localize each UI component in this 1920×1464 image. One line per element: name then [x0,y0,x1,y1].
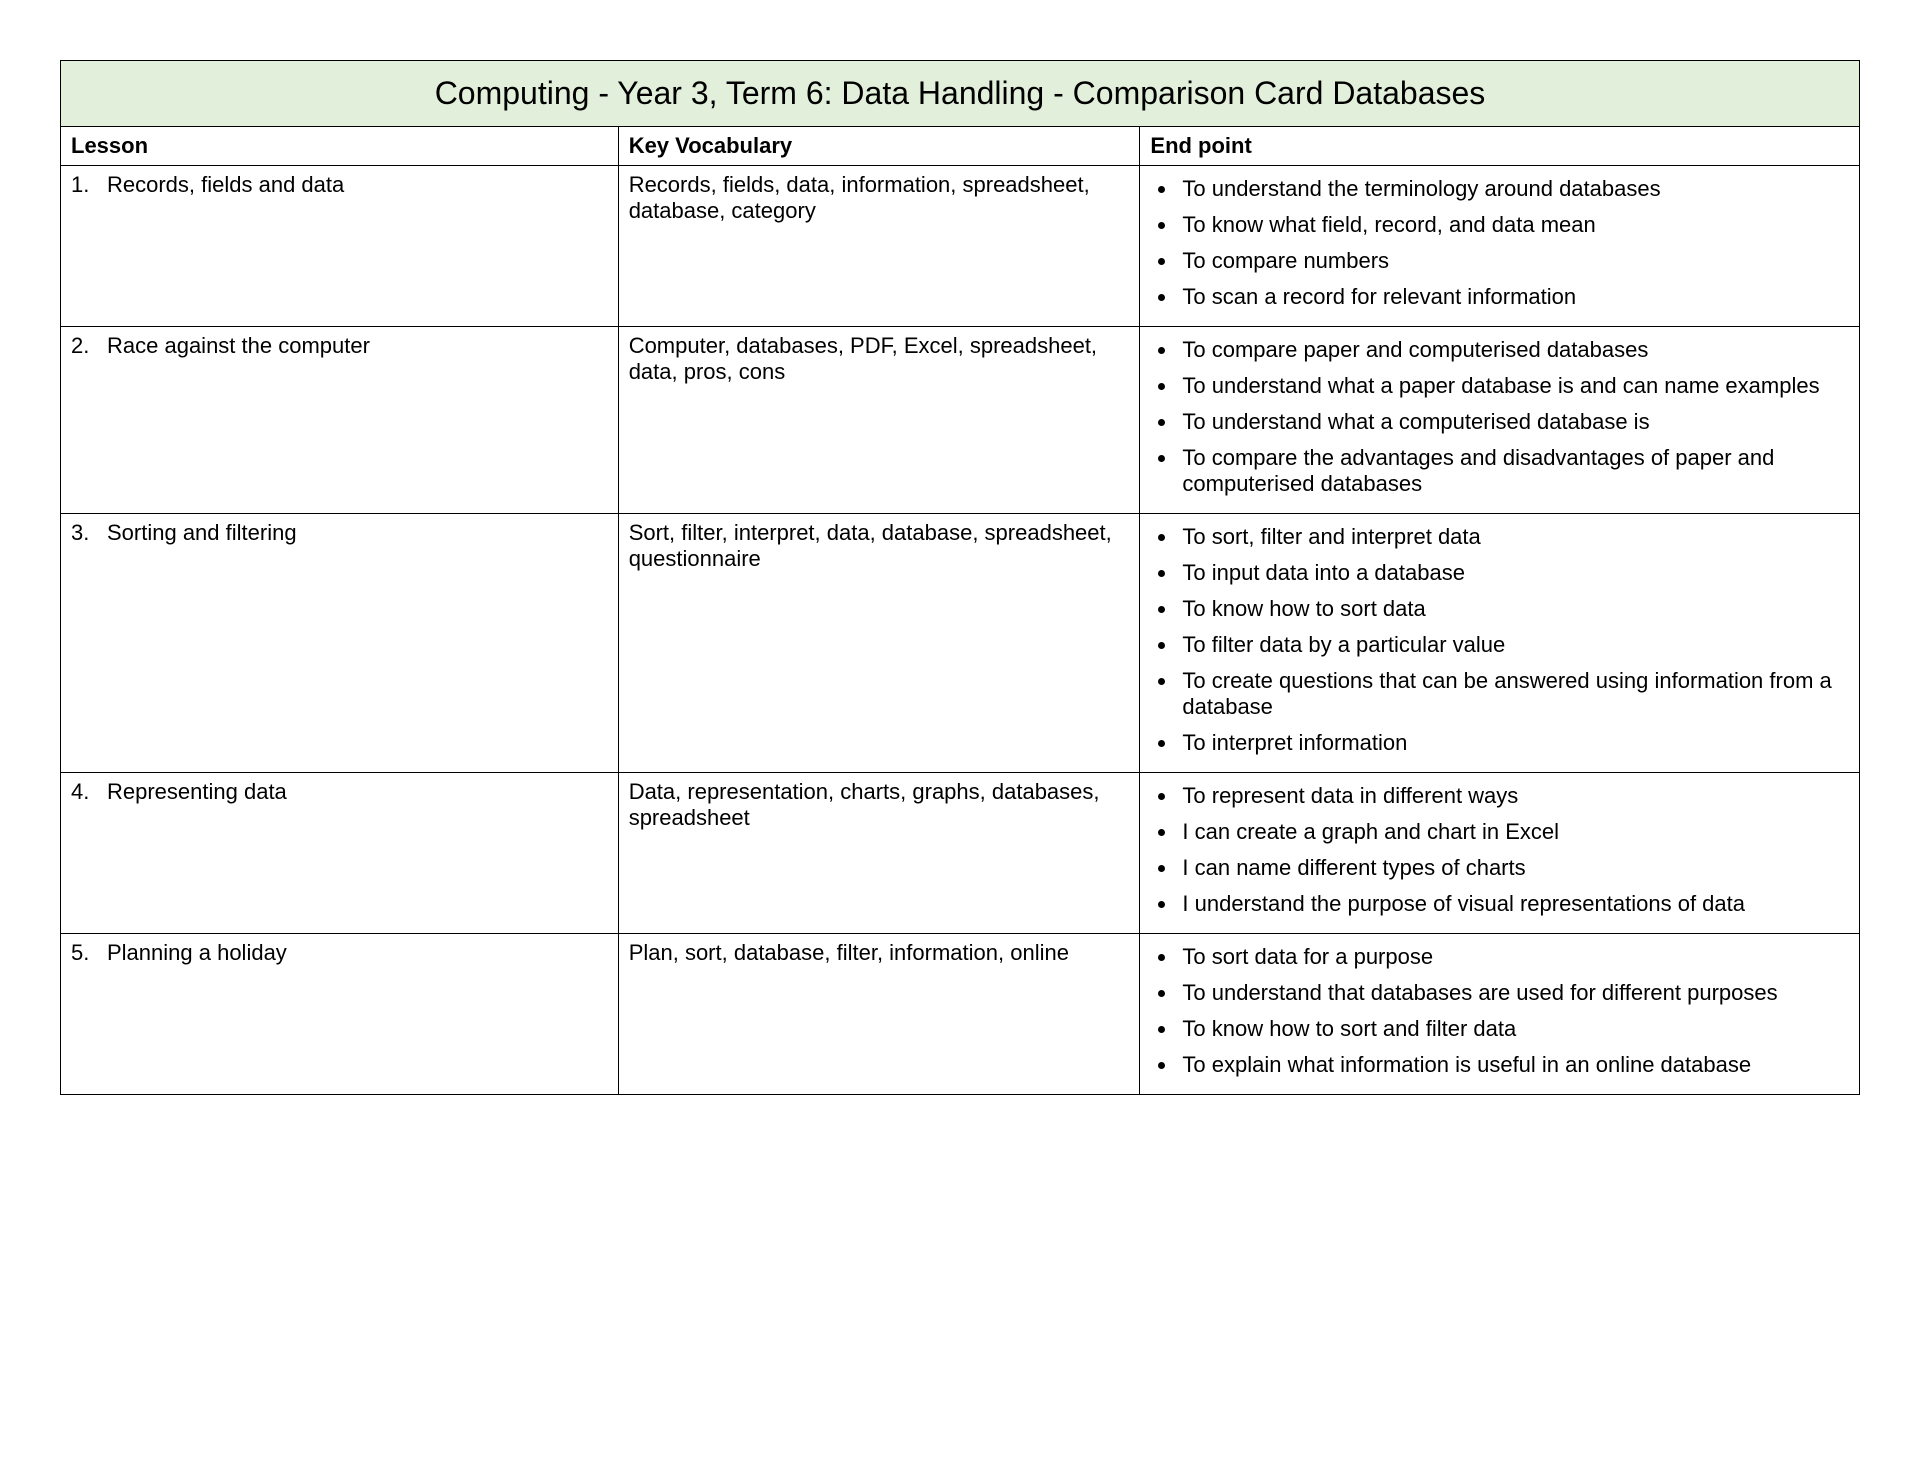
lesson-cell: 2. Race against the computer [61,327,619,514]
col-header-lesson: Lesson [61,127,619,166]
lesson-cell: 5. Planning a holiday [61,934,619,1095]
lesson-cell: 4. Representing data [61,773,619,934]
lesson-cell: 3. Sorting and filtering [61,514,619,773]
endpoint-item: To compare the advantages and disadvanta… [1178,445,1849,497]
endpoint-item: To scan a record for relevant informatio… [1178,284,1849,310]
lesson-number: 4. [71,779,93,805]
lesson-cell: 1. Records, fields and data [61,166,619,327]
lesson-number: 3. [71,520,93,546]
endpoint-item: To understand what a computerised databa… [1178,409,1849,435]
endpoint-item: To know what field, record, and data mea… [1178,212,1849,238]
table-row: 2. Race against the computer Computer, dat… [61,327,1860,514]
col-header-endpoint: End point [1140,127,1860,166]
vocab-cell: Plan, sort, database, filter, informatio… [618,934,1140,1095]
curriculum-table: Computing - Year 3, Term 6: Data Handlin… [60,60,1860,1095]
endpoint-item: To compare numbers [1178,248,1849,274]
table-row: 1. Records, fields and data Records, field… [61,166,1860,327]
lesson-name: Sorting and filtering [107,520,297,546]
endpoint-item: I can name different types of charts [1178,855,1849,881]
lesson-number: 2. [71,333,93,359]
vocab-cell: Data, representation, charts, graphs, da… [618,773,1140,934]
table-body: 1. Records, fields and data Records, field… [61,166,1860,1095]
endpoint-item: To represent data in different ways [1178,783,1849,809]
endpoint-list: To sort data for a purpose To understand … [1150,944,1849,1078]
endpoint-item: To create questions that can be answered… [1178,668,1849,720]
endpoint-list: To represent data in different ways I can… [1150,783,1849,917]
endpoint-item: To sort data for a purpose [1178,944,1849,970]
lesson-name: Records, fields and data [107,172,344,198]
endpoint-cell: To sort, filter and interpret data To inp… [1140,514,1860,773]
endpoint-item: To interpret information [1178,730,1849,756]
endpoint-list: To understand the terminology around dat… [1150,176,1849,310]
table-title: Computing - Year 3, Term 6: Data Handlin… [61,61,1860,127]
endpoint-list: To sort, filter and interpret data To inp… [1150,524,1849,756]
endpoint-item: I understand the purpose of visual repre… [1178,891,1849,917]
vocab-cell: Computer, databases, PDF, Excel, spreads… [618,327,1140,514]
endpoint-item: To sort, filter and interpret data [1178,524,1849,550]
endpoint-cell: To compare paper and computerised databa… [1140,327,1860,514]
lesson-name: Representing data [107,779,287,805]
table-row: 5. Planning a holiday Plan, sort, database… [61,934,1860,1095]
endpoint-item: To input data into a database [1178,560,1849,586]
table-row: 4. Representing data Data, representation,… [61,773,1860,934]
endpoint-list: To compare paper and computerised databa… [1150,337,1849,497]
vocab-cell: Sort, filter, interpret, data, database,… [618,514,1140,773]
endpoint-item: To explain what information is useful in… [1178,1052,1849,1078]
endpoint-item: To compare paper and computerised databa… [1178,337,1849,363]
endpoint-cell: To understand the terminology around dat… [1140,166,1860,327]
lesson-number: 1. [71,172,93,198]
lesson-name: Planning a holiday [107,940,287,966]
col-header-vocab: Key Vocabulary [618,127,1140,166]
endpoint-item: To know how to sort data [1178,596,1849,622]
endpoint-item: To filter data by a particular value [1178,632,1849,658]
endpoint-item: To know how to sort and filter data [1178,1016,1849,1042]
endpoint-item: To understand the terminology around dat… [1178,176,1849,202]
endpoint-cell: To represent data in different ways I can… [1140,773,1860,934]
lesson-name: Race against the computer [107,333,370,359]
endpoint-item: To understand that databases are used fo… [1178,980,1849,1006]
endpoint-item: To understand what a paper database is a… [1178,373,1849,399]
endpoint-item: I can create a graph and chart in Excel [1178,819,1849,845]
table-row: 3. Sorting and filtering Sort, filter, int… [61,514,1860,773]
lesson-number: 5. [71,940,93,966]
endpoint-cell: To sort data for a purpose To understand … [1140,934,1860,1095]
vocab-cell: Records, fields, data, information, spre… [618,166,1140,327]
